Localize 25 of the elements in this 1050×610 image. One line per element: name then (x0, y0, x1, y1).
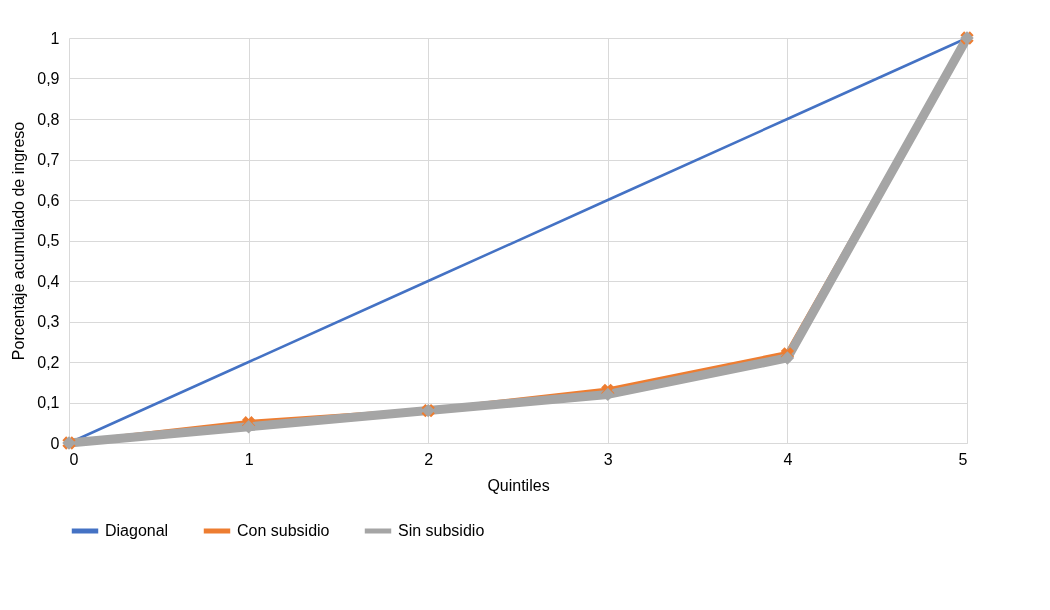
point (780, 351, 795, 365)
y-tick-label: 1 (50, 29, 60, 47)
legend-label: Sin subsidio (398, 522, 485, 539)
x-tick-label: 4 (783, 450, 793, 468)
x-axis-title: Quintiles (487, 476, 550, 494)
y-tick-label: 0,4 (37, 272, 60, 290)
y-tick-label: 0,5 (37, 232, 60, 249)
y-tick-label: 0,7 (37, 151, 60, 168)
y-tick-label: 0,3 (37, 313, 60, 330)
x-tick-label: 5 (958, 450, 968, 468)
point (601, 387, 615, 402)
y-tick-label: 0 (50, 434, 60, 452)
y-tick-label: 0,9 (37, 70, 60, 87)
x-tick-label: 2 (424, 450, 434, 468)
y-tick-label: 0,8 (37, 110, 60, 128)
y-tick-label: 0,1 (37, 394, 60, 411)
point (241, 420, 256, 434)
x-tick-label: 0 (69, 450, 79, 468)
y-tick-label: 0,2 (37, 353, 60, 371)
x-tick-label: 3 (603, 450, 613, 468)
y-axis-title: Porcentaje acumulado de ingreso (10, 121, 28, 361)
y-tick-label: 0,6 (37, 191, 60, 209)
legend-label: Diagonal (105, 522, 169, 539)
legend-label: Con subsidio (237, 522, 330, 539)
x-tick-label: 1 (244, 450, 254, 468)
